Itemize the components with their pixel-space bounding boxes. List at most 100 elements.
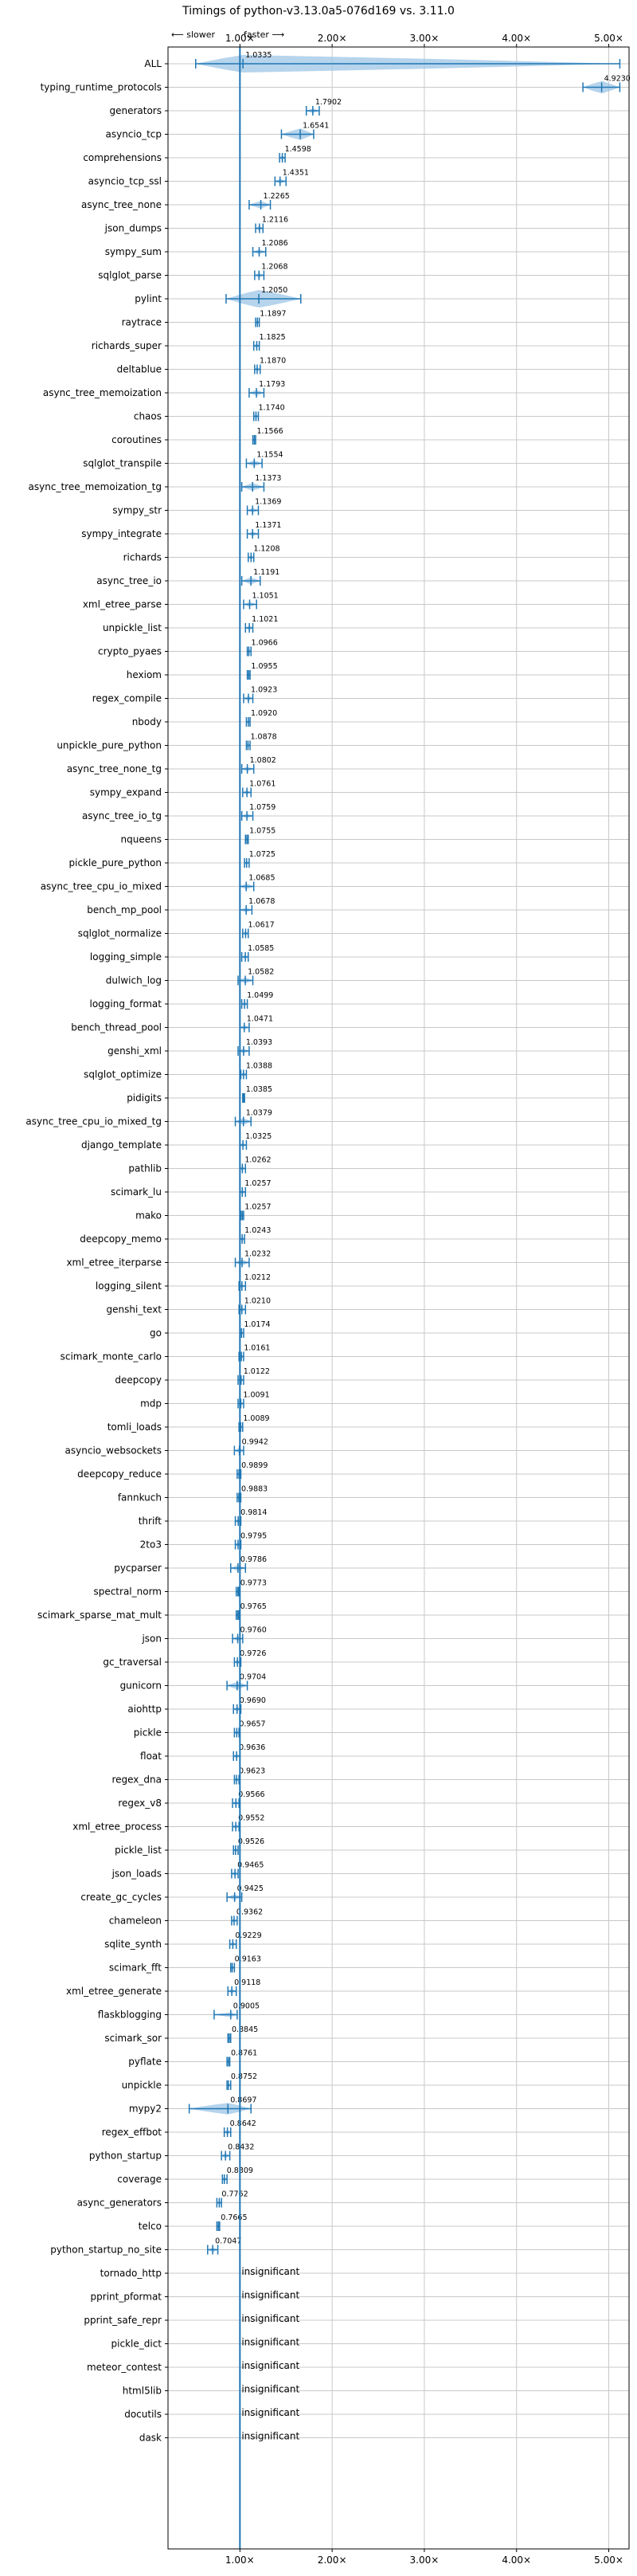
benchmark-label: pprint_pformat [91,2292,162,2303]
value-label: 0.9118 [234,1978,260,1987]
value-label: 1.1021 [252,615,278,624]
value-label: 1.0499 [247,991,273,1000]
benchmark-label: pickle_pure_python [69,857,162,868]
x-tick-label-top: 3.00× [410,33,440,44]
benchmark-label: scimark_monte_carlo [61,1351,162,1362]
benchmark-label: async_tree_io_tg [82,810,162,821]
value-label: 1.2116 [262,216,288,225]
value-label: 0.9005 [233,2002,260,2011]
benchmark-label: python_startup_no_site [50,2245,162,2256]
benchmark-label: pyflate [128,2056,162,2068]
insignificant-label: insignificant [241,2431,299,2442]
benchmark-label: scimark_sparse_mat_mult [37,1610,162,1621]
insignificant-label: insignificant [241,2384,299,2395]
benchmark-label: dask [139,2433,162,2444]
benchmark-label: async_tree_memoization [43,387,162,398]
value-label: 0.9814 [240,1508,267,1517]
value-label: 1.0122 [244,1367,270,1376]
x-tick-label-top: 5.00× [594,33,623,44]
value-label: 0.9795 [240,1532,267,1541]
value-label: 1.0257 [244,1203,271,1212]
benchmark-label: regex_dna [111,1774,162,1786]
value-label: 1.2050 [261,286,287,295]
insignificant-label: insignificant [241,2407,299,2418]
value-label: 0.9690 [240,1696,266,1705]
value-label: 0.7762 [221,2190,248,2199]
benchmark-label: aiohttp [127,1704,162,1715]
benchmark-label: thrift [139,1515,162,1527]
benchmark-label: sqlglot_parse [98,270,162,281]
x-tick-label-bottom: 4.00× [502,2554,531,2566]
value-label: 1.0678 [248,897,275,906]
benchmark-label: pickle [134,1727,162,1739]
benchmark-label: scimark_fft [109,1962,162,1974]
x-tick-label-bottom: 5.00× [594,2554,623,2566]
value-label: 0.9526 [238,1837,264,1846]
benchmark-label: raytrace [122,317,162,328]
value-label: 1.0325 [245,1132,272,1141]
value-label: 1.1373 [255,474,281,483]
benchmark-label: spectral_norm [93,1586,162,1598]
benchmark-label: async_tree_none_tg [67,763,162,774]
value-label: 1.0685 [248,874,275,883]
value-label: 0.9765 [240,1602,267,1611]
benchmark-label: nbody [132,716,162,727]
benchmark-label: crypto_pyaes [98,646,162,657]
insignificant-label: insignificant [241,2360,299,2371]
benchmark-label: genshi_xml [107,1045,162,1057]
benchmark-label: dulwich_log [106,975,162,986]
benchmark-label: mypy2 [129,2104,162,2115]
value-label: 0.9623 [239,1767,265,1776]
benchmark-label: bench_thread_pool [71,1022,162,1033]
value-label: 0.8642 [230,2119,256,2128]
benchmark-label: pickle_list [115,1845,162,1856]
benchmark-label: tomli_loads [107,1421,162,1433]
benchmark-label: sqlglot_transpile [83,458,162,469]
benchmark-label: genshi_text [107,1304,162,1315]
x-tick-label-bottom: 3.00× [410,2554,440,2566]
benchmark-label: scimark_lu [111,1186,162,1198]
benchmark-label: sympy_expand [90,787,162,798]
benchmark-label: gc_traversal [103,1657,162,1668]
benchmark-label: asyncio_websockets [65,1445,162,1457]
value-label: 1.1566 [256,427,283,436]
value-label: 1.0335 [245,51,272,60]
benchmark-label: coroutines [111,434,162,445]
benchmark-label: pidigits [127,1092,162,1104]
value-label: 0.8752 [231,2072,257,2081]
benchmark-label: mdp [140,1398,162,1410]
benchmark-label: python_startup [89,2151,162,2162]
value-label: 4.9230 [604,75,631,84]
insignificant-label: insignificant [241,2313,299,2324]
value-label: 1.0955 [251,662,277,671]
value-label: 0.9636 [239,1743,265,1752]
value-label: 1.0920 [251,709,277,718]
value-label: 1.0759 [249,803,276,812]
value-label: 1.0379 [246,1109,272,1118]
benchmark-label: regex_effbot [102,2127,162,2138]
benchmark-label: sympy_integrate [81,528,162,539]
benchmark-label: xml_etree_iterparse [66,1257,162,1268]
value-label: 1.0161 [244,1344,270,1353]
benchmark-label: unpickle_list [103,622,162,633]
value-label: 1.1554 [256,451,283,460]
benchmark-label: sympy_sum [105,246,162,257]
chart-title: Timings of python-v3.13.0a5-076d169 vs. … [182,5,455,18]
benchmark-label: go [150,1327,162,1339]
value-label: 1.0091 [243,1391,269,1400]
benchmark-label: pycparser [114,1562,162,1574]
value-label: 1.0388 [246,1062,272,1071]
value-label: 0.9465 [237,1861,264,1870]
value-label: 1.1793 [259,380,285,389]
benchmark-label: logging_silent [96,1280,162,1292]
value-label: 0.9726 [240,1649,266,1658]
value-label: 1.0617 [248,921,274,930]
value-label: 0.9883 [241,1485,268,1494]
benchmark-label: fannkuch [118,1492,162,1504]
benchmark-label: mako [135,1210,162,1221]
x-tick-label-bottom: 1.00× [225,2554,255,2566]
value-label: 0.8845 [232,2025,258,2034]
value-label: 1.0257 [244,1179,271,1188]
benchmark-label: tornado_http [100,2268,162,2279]
x-tick-label-top: 4.00× [502,33,531,44]
